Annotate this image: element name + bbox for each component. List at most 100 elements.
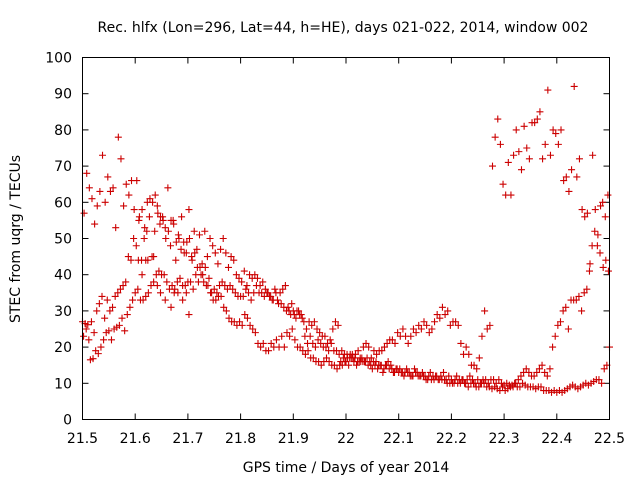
x-tick-label: 22.4 [541,431,572,447]
data-point [135,213,143,221]
data-point [446,321,454,329]
data-point [218,278,226,286]
data-point [280,343,288,351]
data-point [431,318,439,326]
data-point [302,325,310,333]
data-point [470,379,478,387]
data-point [242,285,250,293]
data-point [586,260,594,268]
data-point [193,245,201,253]
data-point [178,213,186,221]
data-point [404,368,412,376]
data-point [594,231,602,239]
data-point [162,235,170,242]
data-point [480,379,488,387]
data-point [552,130,560,138]
data-point [515,148,523,156]
y-tick-label: 10 [54,376,72,392]
data-point [251,271,259,279]
data-point [280,303,288,311]
data-point [426,368,434,376]
data-point [537,383,545,391]
data-point [201,227,209,235]
x-axis-label: GPS time / Days of year 2014 [243,460,450,476]
data-point [436,314,444,322]
data-point [310,318,318,326]
data-point [185,206,193,214]
data-point [115,321,123,329]
data-point [114,289,122,297]
data-point [211,249,219,257]
data-point [95,300,103,308]
data-point [333,365,341,373]
data-point [367,361,375,369]
data-point [120,202,128,210]
x-tick-label: 22.2 [436,431,467,447]
data-point [131,289,139,297]
data-point [491,133,499,141]
data-point [118,314,126,322]
data-point [153,282,161,290]
data-point [292,314,300,322]
data-point [559,307,567,315]
data-point [198,260,206,268]
data-point [457,339,465,347]
data-point [578,206,586,214]
data-point [595,376,603,384]
data-point [533,368,541,376]
data-point [181,282,189,290]
data-point [226,282,234,290]
data-point [599,198,607,206]
data-point [130,206,138,214]
data-point [600,365,608,373]
data-point [495,376,503,384]
x-tick-label: 21.6 [120,431,151,447]
data-point [583,285,591,293]
data-point [601,213,609,221]
chart-title: Rec. hlfx (Lon=296, Lat=44, h=HE), days … [98,20,589,36]
data-point [439,368,447,376]
data-point [517,372,525,380]
data-point [380,343,388,351]
data-point [522,365,530,373]
data-point [190,227,198,235]
data-point [541,140,549,148]
data-point [543,372,551,380]
data-point [256,282,264,290]
data-point [227,253,235,261]
data-point [100,336,108,344]
data-point [357,358,365,366]
data-point [149,198,157,206]
data-point [253,274,261,282]
data-point [394,329,402,337]
x-tick-label: 22.5 [594,431,625,447]
data-point [97,343,105,351]
data-point [536,108,544,116]
x-tick-label: 22 [337,431,355,447]
data-point [175,235,183,242]
data-point [412,368,420,376]
data-point [80,209,88,217]
data-point [241,311,249,319]
data-point [517,166,525,174]
data-point [293,307,301,315]
data-point [433,372,441,380]
data-point [470,361,478,369]
data-point [168,282,176,290]
x-tick-label: 22.1 [383,431,414,447]
data-point [464,383,472,391]
data-point [568,166,576,174]
data-point [589,151,597,159]
data-point [604,191,612,199]
data-point [209,242,217,250]
data-point [418,368,426,376]
data-point [309,354,317,362]
data-point [539,155,547,163]
data-point [481,307,489,315]
data-point [161,296,169,304]
data-point [112,224,120,232]
data-point [345,361,353,369]
data-point [156,289,164,297]
data-point [134,256,142,264]
data-point [107,336,115,344]
